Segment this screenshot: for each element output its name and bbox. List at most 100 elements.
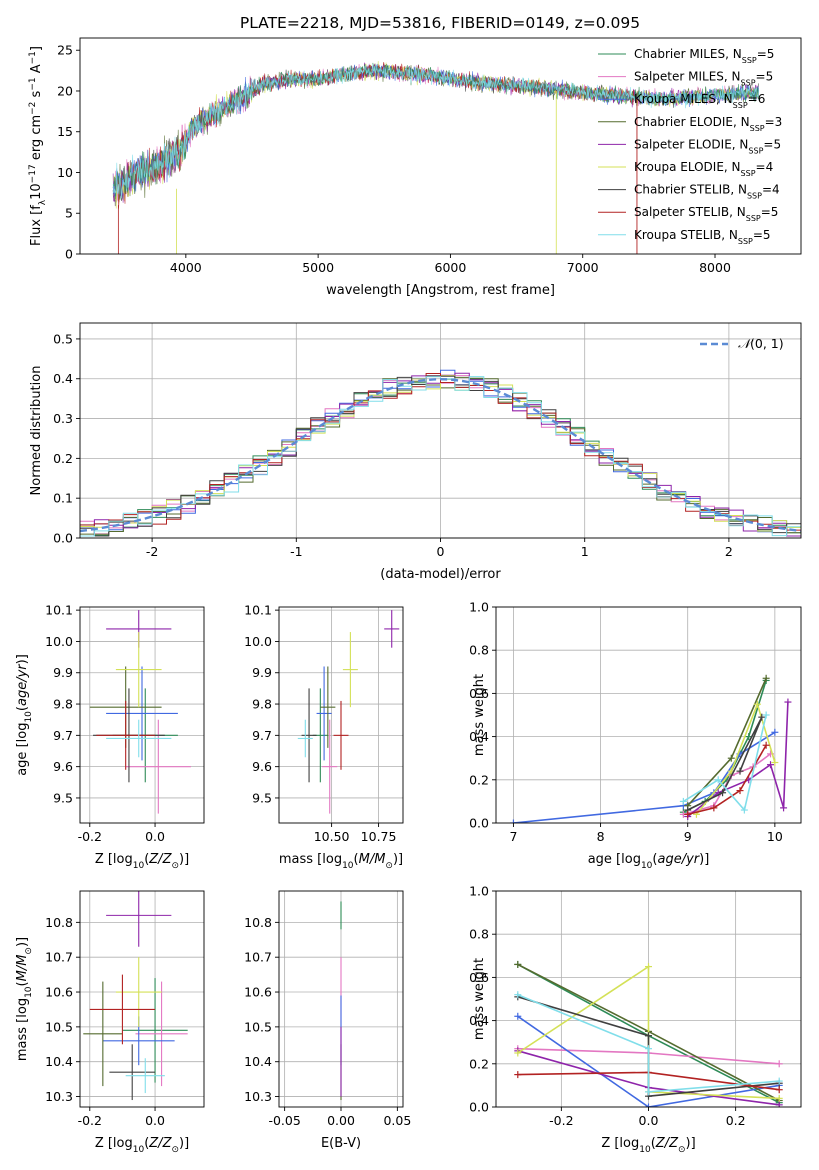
plot-frame (495, 890, 802, 1108)
x-axis-label-part: 10 (133, 1145, 145, 1155)
histogram-lines (80, 369, 801, 537)
y-tick-label: 25 (57, 43, 73, 58)
x-axis-label-part: 10 (342, 861, 354, 871)
y-tick-label: 20 (57, 83, 73, 98)
y-axis-label-part: ⊙ (24, 947, 34, 955)
y-axis-label-part: s (29, 90, 44, 101)
legend-count: =4 (762, 183, 780, 197)
x-axis-label: Z [log10(Z/Z⊙)] (95, 852, 189, 871)
y-tick-label: 10.8 (244, 915, 272, 930)
legend-name: Kroupa STELIB, N (634, 228, 738, 242)
x-axis-label-part: ( (651, 1136, 656, 1151)
y-tick-label: 0.5 (53, 331, 73, 346)
spectrum-line (112, 63, 759, 199)
y-axis-label: mass weight (472, 958, 487, 1040)
x-axis-label: age [log10(age/yr)] (588, 852, 710, 871)
legend-name: Chabrier ELODIE, N (634, 115, 750, 129)
plot-frame (278, 890, 404, 1108)
x-axis-label-part: M/M (359, 852, 386, 867)
y-tick-label: 10.8 (45, 915, 73, 930)
y-tick-label: 0.0 (469, 1100, 489, 1115)
y-axis-label-part: 10 (24, 711, 34, 723)
weight-line (687, 716, 763, 811)
y-axis-label-part: )] (15, 654, 30, 664)
y-tick-label: 10.5 (244, 1019, 272, 1034)
y-tick-label: 0.3 (53, 411, 73, 426)
weight-line (517, 993, 780, 1093)
x-axis-label-part: age [log (588, 852, 641, 867)
legend-name: Kroupa MILES, N (634, 92, 733, 106)
plot-frame (495, 606, 802, 824)
y-axis-label: age [log10(age/yr)] (15, 654, 34, 776)
y-tick-label: 0.6 (469, 686, 489, 701)
y-tick-label: 9.8 (252, 697, 272, 712)
residuals-panel: -2 -1 0 1 2 0.0 0.1 0.2 0.3 0.4 0.5 𝒩(0, 1) (data-mo… (29, 322, 802, 582)
y-tick-label: 9.5 (53, 790, 73, 805)
y-tick-label: 10.0 (45, 634, 73, 649)
x-tick-label: -0.2 (549, 1113, 573, 1128)
x-tick-label: 0.0 (145, 829, 165, 844)
x-axis-label-part: 10 (639, 1145, 651, 1155)
x-axis-label: (data-model)/error (380, 567, 501, 582)
y-tick-label: 9.7 (53, 728, 73, 743)
y-tick-label: 10.3 (45, 1089, 73, 1104)
mass-vs-ebv-panel: -0.05 0.00 0.05 10.3 10.4 10.5 10.6 10.7 10.8 E(B… (244, 890, 411, 1151)
y-tick-label: 0.6 (469, 970, 489, 985)
x-axis-label-part: ( (652, 852, 657, 867)
y-axis-label-part: age/yr (15, 663, 30, 706)
x-axis-label-part: Z [log (95, 852, 133, 867)
y-tick-label: 0.2 (53, 451, 73, 466)
x-tick-label: 10.75 (361, 829, 397, 844)
y-tick-label: 10 (57, 165, 73, 180)
x-tick-label: 7000 (567, 260, 599, 275)
weight-lines (514, 960, 783, 1107)
spectrum-line (112, 64, 759, 199)
y-tick-label: 9.9 (53, 665, 73, 680)
x-tick-label: 1 (581, 544, 589, 559)
x-tick-label: -0.2 (78, 829, 102, 844)
plot-frame (79, 890, 205, 1108)
y-tick-label: 0.8 (469, 643, 489, 658)
x-tick-label: 7 (509, 829, 517, 844)
y-tick-label: 9.7 (252, 728, 272, 743)
y-axis-label-part: ] (29, 46, 44, 51)
x-axis-label-part: )] (699, 852, 709, 867)
y-axis-label-part: ( (15, 981, 30, 986)
weight-line (682, 714, 767, 812)
x-axis-label: E(B-V) (321, 1136, 361, 1151)
legend-count: =5 (761, 205, 779, 219)
legend-name: Salpeter STELIB, N (634, 205, 746, 219)
x-tick-label: 2 (725, 544, 733, 559)
x-tick-label: -2 (146, 544, 158, 559)
weight-line (517, 965, 780, 1100)
y-tick-label: 1.0 (469, 600, 489, 615)
legend-count: =4 (756, 160, 774, 174)
x-tick-label: 0.2 (726, 1113, 746, 1128)
y-tick-label: 9.5 (252, 790, 272, 805)
errorbar-group (297, 610, 400, 814)
y-tick-label: 5 (65, 206, 73, 221)
x-tick-label: 9 (684, 829, 692, 844)
legend-entry: Kroupa STELIB, NSSP=5 (634, 228, 771, 246)
y-axis-label-part: 10 (29, 183, 44, 200)
y-axis-label-part: )] (15, 937, 30, 947)
legend-count: =5 (763, 137, 781, 151)
normal-reference-curve (80, 377, 801, 533)
plot-frame (79, 322, 802, 539)
x-axis-label-part: 10 (133, 861, 145, 871)
legend-sub: SSP (741, 78, 756, 87)
legend-name: (0, 1) (750, 336, 784, 351)
x-axis-label-part: ⊙ (171, 1145, 179, 1155)
y-axis-label-part: M/M (15, 955, 30, 982)
weight-line (517, 1015, 780, 1107)
errorbar-group (89, 610, 191, 814)
legend-entry: 𝒩(0, 1) (738, 336, 784, 351)
x-axis-label-part: ( (354, 852, 359, 867)
x-tick-label: 10 (767, 829, 783, 844)
y-tick-label: 0.2 (469, 1056, 489, 1071)
age-vs-mass-panel: 10.50 10.75 9.5 9.6 9.7 9.8 9.9 10.0 10.1 mass [l… (244, 603, 404, 871)
legend-sub: SSP (748, 146, 763, 155)
x-axis-label: Z [log10(Z/Z⊙)] (95, 1136, 189, 1155)
plot-frame (79, 606, 205, 824)
y-axis-label-part: erg cm (29, 115, 44, 164)
